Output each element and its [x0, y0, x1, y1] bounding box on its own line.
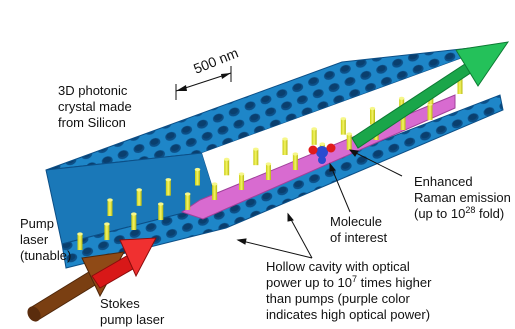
silicon-pillars: [77, 76, 463, 250]
pillar: [131, 212, 137, 230]
pillar: [282, 137, 288, 155]
stokes-laser-arrow: [91, 237, 157, 289]
pillar: [107, 198, 113, 216]
pillar: [184, 192, 191, 210]
crystal-right-face: [202, 45, 500, 204]
pillar: [311, 127, 317, 145]
pillar: [427, 102, 433, 120]
pillar: [136, 188, 142, 206]
pillar: [346, 132, 353, 150]
pillar: [292, 152, 299, 170]
molecule-label: Molecule of interest: [330, 214, 388, 245]
pillar: [165, 178, 172, 196]
pillar: [340, 117, 347, 135]
pillar: [194, 167, 201, 186]
pillar: [223, 157, 230, 176]
pillar: [238, 172, 245, 190]
crystal-label: 3D photonic crystal made from Silicon: [58, 83, 132, 130]
pillar: [253, 147, 259, 166]
pillar: [104, 222, 110, 240]
pillar: [369, 106, 376, 125]
molecule-icon: [308, 143, 336, 164]
pillar: [265, 162, 272, 180]
scale-bar: [175, 66, 232, 100]
pump-laser-label: Pump laser (tunable): [20, 216, 72, 263]
raman-emission-arrow: [351, 41, 510, 149]
pillar: [211, 182, 218, 200]
stokes-laser-label: Stokes pump laser: [100, 296, 165, 327]
cavity-label: Hollow cavity with optical power up to 1…: [266, 259, 432, 322]
raman-emission-label: Enhanced Raman emission (up to 1028 fold…: [414, 174, 511, 221]
scale-bar-label: 500 nm: [191, 44, 240, 76]
pillar: [77, 232, 83, 250]
pointer-lines: [236, 149, 403, 259]
pillar: [157, 202, 164, 220]
